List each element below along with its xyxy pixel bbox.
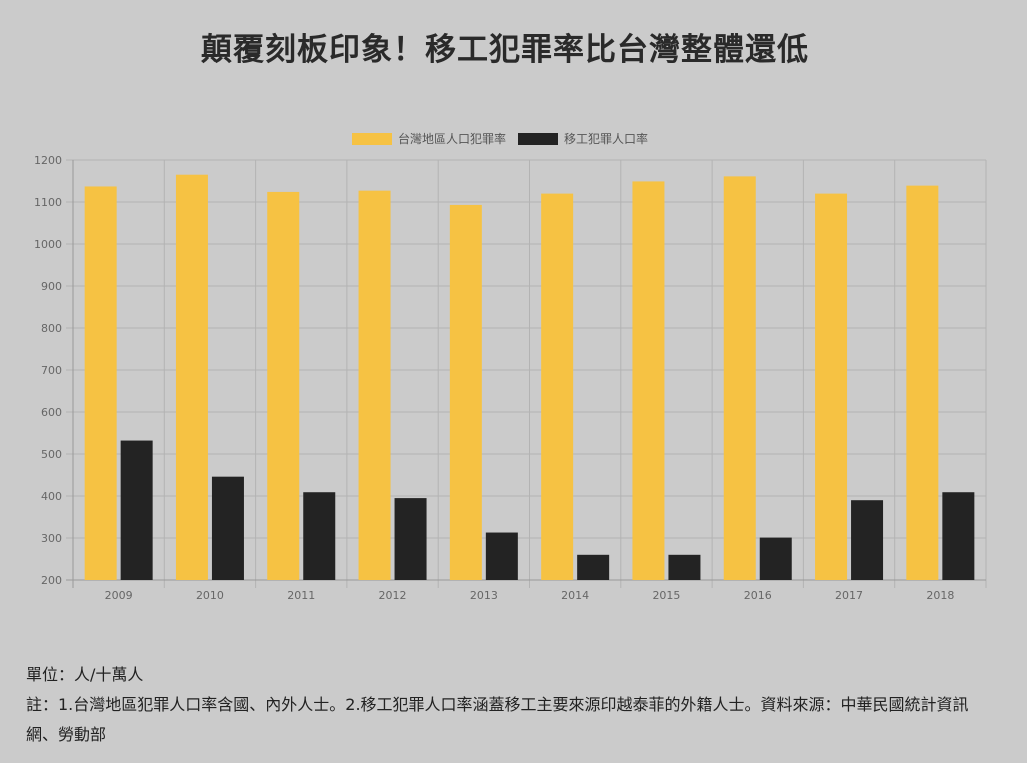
x-tick-label: 2018: [926, 589, 954, 602]
legend-label-taiwan: 台灣地區人口犯罪率: [397, 132, 506, 146]
legend-swatch-migrant: [518, 132, 558, 145]
bar-migrant-2017: [851, 500, 884, 580]
source-note: 註：1.台灣地區犯罪人口率含國、內外人士。2.移工犯罪人口率涵蓋移工主要來源印越…: [26, 695, 969, 744]
bar-migrant-2009: [120, 440, 153, 580]
unit-note: 單位：人/十萬人: [26, 665, 144, 684]
bar-taiwan-2011: [267, 191, 300, 581]
chart-legend: 台灣地區人口犯罪率 移工犯罪人口率: [0, 130, 1000, 147]
y-tick-label: 700: [41, 364, 62, 377]
y-tick-label: 200: [41, 574, 62, 587]
bar-taiwan-2009: [84, 186, 117, 580]
y-tick-label: 900: [41, 280, 62, 293]
bar-migrant-2015: [668, 554, 701, 580]
bar-taiwan-2017: [815, 193, 848, 580]
y-tick-label: 800: [41, 322, 62, 335]
x-tick-label: 2014: [561, 589, 589, 602]
bar-migrant-2010: [211, 476, 244, 580]
x-tick-label: 2016: [744, 589, 772, 602]
x-tick-label: 2017: [835, 589, 863, 602]
legend-item-migrant[interactable]: 移工犯罪人口率: [518, 130, 648, 147]
bar-taiwan-2014: [541, 193, 574, 580]
x-tick-label: 2015: [652, 589, 680, 602]
y-tick-label: 400: [41, 490, 62, 503]
y-tick-label: 300: [41, 532, 62, 545]
x-tick-label: 2013: [470, 589, 498, 602]
chart-title: 顛覆刻板印象！移工犯罪率比台灣整體還低: [201, 32, 809, 68]
bar-migrant-2014: [577, 554, 610, 580]
x-tick-label: 2012: [379, 589, 407, 602]
bar-taiwan-2012: [358, 190, 391, 580]
legend-label-migrant: 移工犯罪人口率: [564, 132, 649, 146]
y-tick-label: 1000: [34, 238, 62, 251]
bar-taiwan-2016: [723, 176, 756, 580]
y-tick-label: 500: [41, 448, 62, 461]
x-tick-label: 2010: [196, 589, 224, 602]
legend-swatch-taiwan: [351, 132, 392, 145]
bar-migrant-2013: [485, 532, 518, 580]
bar-taiwan-2010: [175, 174, 208, 580]
bar-migrant-2018: [942, 492, 975, 580]
bar-migrant-2012: [394, 498, 427, 580]
chart-footer: 單位：人/十萬人 註：1.台灣地區犯罪人口率含國、內外人士。2.移工犯罪人口率涵…: [26, 660, 986, 750]
y-tick-label: 600: [41, 406, 62, 419]
bar-taiwan-2013: [449, 204, 482, 580]
bar-taiwan-2018: [906, 185, 939, 580]
bar-migrant-2011: [303, 492, 336, 580]
bar-migrant-2016: [759, 537, 792, 580]
x-tick-label: 2011: [287, 589, 315, 602]
legend-item-taiwan[interactable]: 台灣地區人口犯罪率: [351, 130, 506, 147]
bar-chart: 200 300 400 500 600 700 800 900 1000 1100 1200 2009…: [34, 154, 987, 602]
bar-taiwan-2015: [632, 181, 665, 581]
y-tick-label: 1200: [34, 154, 62, 167]
x-tick-label: 2009: [105, 589, 133, 602]
y-tick-label: 1100: [34, 196, 62, 209]
